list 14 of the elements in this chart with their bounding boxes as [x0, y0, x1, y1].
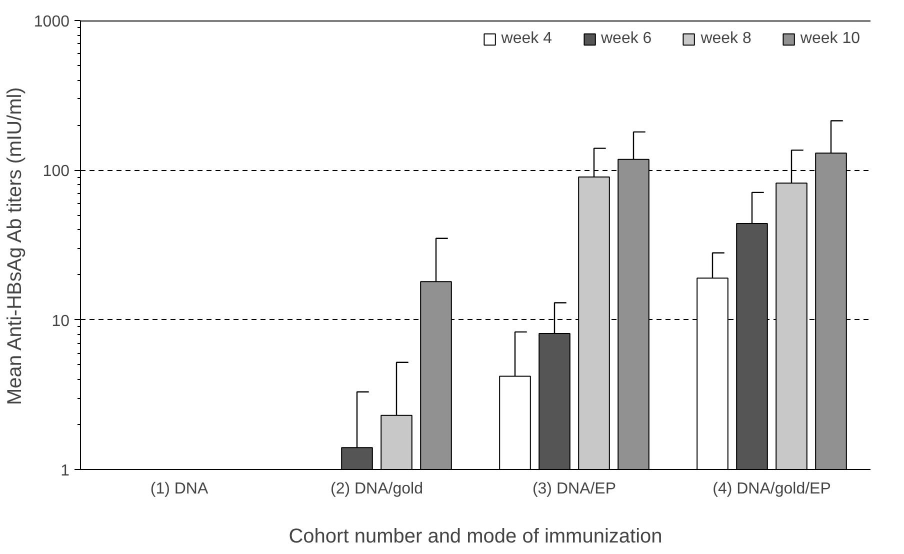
y-tick-label: 100 — [42, 163, 70, 180]
y-axis-title: Mean Anti-HBsAg Ab titers (mIU/ml) — [4, 87, 26, 406]
x-tick-label: (4) DNA/gold/EP — [712, 480, 831, 498]
x-tick-label: (3) DNA/EP — [532, 480, 616, 498]
y-tick-label: 1 — [60, 462, 70, 480]
legend-label: week 10 — [800, 30, 860, 48]
y-tick-label: 1000 — [34, 14, 70, 30]
x-axis-title: Cohort number and mode of immunization — [288, 526, 662, 548]
legend-label: week 8 — [700, 30, 752, 48]
legend-label: week 4 — [501, 30, 552, 48]
x-tick-label: (2) DNA/gold — [330, 480, 423, 498]
y-tick-label: 10 — [52, 312, 70, 330]
legend-label: week 6 — [601, 30, 652, 48]
x-tick-label: (1) DNA — [150, 480, 208, 498]
